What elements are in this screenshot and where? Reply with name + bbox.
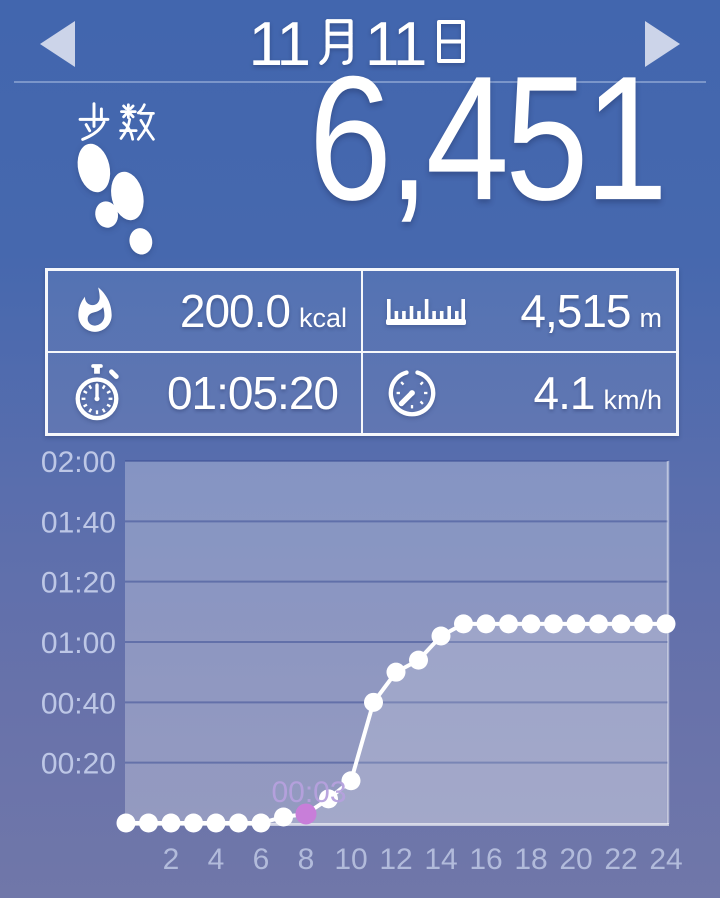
y-axis-tick-label: 01:00 bbox=[41, 627, 116, 660]
x-axis-tick-label: 20 bbox=[559, 843, 592, 876]
speed-value: 4.1 bbox=[533, 367, 596, 419]
data-point[interactable] bbox=[319, 789, 338, 809]
x-axis-tick-label: 22 bbox=[604, 843, 637, 876]
speed-cell: 4.1 km/h bbox=[362, 352, 677, 434]
x-axis-tick-label: 16 bbox=[469, 843, 502, 876]
x-axis-tick-label: 12 bbox=[379, 843, 412, 876]
data-point[interactable] bbox=[274, 807, 293, 827]
data-point[interactable] bbox=[161, 813, 181, 833]
calories-value: 200.0 bbox=[179, 285, 291, 337]
data-point[interactable] bbox=[184, 813, 203, 833]
x-axis-tick-label: 4 bbox=[208, 843, 225, 876]
data-point[interactable] bbox=[521, 614, 541, 634]
date-month-number: 11 bbox=[248, 10, 311, 79]
duration-cell: 01:05:20 bbox=[47, 352, 362, 434]
x-axis-tick-label: 14 bbox=[424, 843, 457, 876]
duration-value: 01:05:20 bbox=[166, 367, 339, 419]
kanji-day-icon bbox=[437, 20, 466, 63]
data-point[interactable] bbox=[566, 614, 586, 634]
data-point[interactable] bbox=[341, 771, 361, 791]
x-axis-tick-label: 18 bbox=[514, 843, 547, 876]
speedometer-icon bbox=[388, 370, 436, 417]
date-day-number: 11 bbox=[365, 10, 427, 79]
distance-value: 4,515 bbox=[520, 285, 631, 337]
area-fill bbox=[126, 623, 666, 824]
data-point[interactable] bbox=[139, 813, 158, 833]
x-axis-tick-label: 8 bbox=[298, 843, 315, 876]
header-divider bbox=[14, 81, 706, 83]
y-axis-tick-label: 00:40 bbox=[41, 687, 116, 720]
data-point[interactable] bbox=[634, 614, 653, 634]
steps-label bbox=[76, 102, 156, 142]
data-point[interactable] bbox=[656, 614, 676, 634]
flame-icon bbox=[78, 287, 112, 332]
kanji-month-icon bbox=[319, 19, 353, 65]
data-point[interactable] bbox=[364, 692, 383, 712]
next-day-button[interactable] bbox=[644, 20, 682, 68]
y-axis-tick-label: 00:20 bbox=[41, 748, 116, 781]
x-axis-tick-label: 2 bbox=[163, 843, 180, 876]
data-point[interactable] bbox=[386, 662, 406, 682]
footprints-icon bbox=[77, 143, 153, 255]
stopwatch-icon bbox=[75, 364, 119, 421]
distance-cell: 4,515 m bbox=[362, 270, 677, 352]
x-axis-tick-label: 10 bbox=[334, 843, 367, 876]
data-point[interactable] bbox=[454, 614, 473, 634]
data-point[interactable] bbox=[544, 614, 563, 634]
selected-point-label: 00:03 bbox=[271, 776, 346, 809]
kanji-su-icon bbox=[119, 103, 155, 141]
data-point[interactable] bbox=[251, 813, 271, 833]
data-point[interactable] bbox=[611, 614, 631, 634]
kanji-ho-icon bbox=[78, 102, 110, 141]
ruler-icon bbox=[386, 299, 466, 325]
chevron-right-icon bbox=[645, 21, 680, 67]
previous-day-button[interactable] bbox=[38, 20, 76, 68]
calories-cell: 200.0 kcal bbox=[47, 270, 362, 352]
date-header: 11 11 bbox=[0, 0, 720, 80]
speed-unit: km/h bbox=[603, 385, 662, 415]
y-axis-tick-label: 01:20 bbox=[41, 567, 116, 600]
data-point[interactable] bbox=[499, 614, 518, 634]
x-axis-tick-label: 24 bbox=[649, 843, 682, 876]
calories-unit: kcal bbox=[298, 303, 347, 333]
stats-grid: 200.0 kcal 4,515 m bbox=[45, 268, 679, 436]
distance-unit: m bbox=[639, 303, 663, 333]
data-point[interactable] bbox=[476, 614, 496, 634]
selected-data-point[interactable] bbox=[295, 803, 317, 825]
date-title: 11 11 bbox=[0, 10, 720, 76]
data-point[interactable] bbox=[589, 614, 608, 634]
data-point[interactable] bbox=[206, 813, 226, 833]
data-point[interactable] bbox=[116, 813, 136, 833]
data-point[interactable] bbox=[229, 813, 248, 833]
chevron-left-icon bbox=[40, 21, 75, 67]
y-axis-tick-label: 01:40 bbox=[41, 506, 116, 539]
x-axis-tick-label: 6 bbox=[253, 843, 270, 876]
steps-count: 6,451 bbox=[308, 38, 668, 237]
data-point[interactable] bbox=[431, 626, 451, 646]
data-point[interactable] bbox=[409, 650, 428, 670]
y-axis-tick-label: 02:00 bbox=[41, 446, 116, 479]
